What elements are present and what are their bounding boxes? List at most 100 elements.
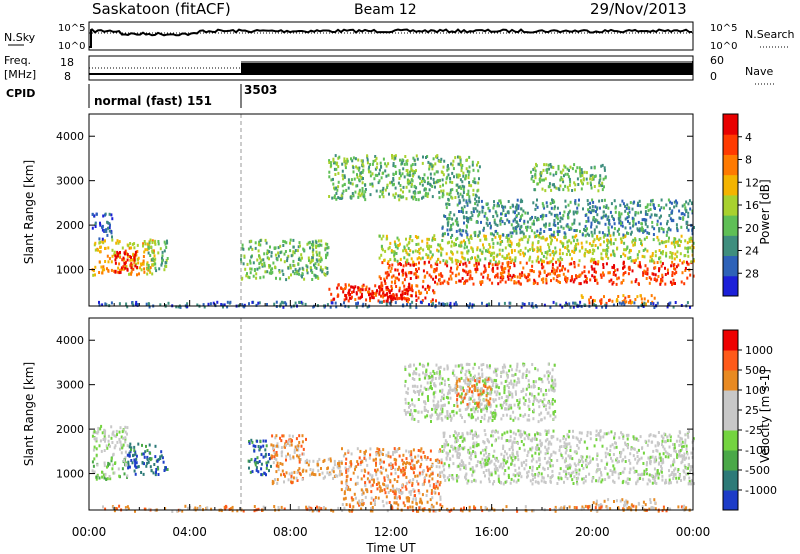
range-gate-cell	[592, 216, 595, 220]
range-gate-cell	[539, 215, 542, 218]
range-gate-cell	[687, 215, 690, 219]
range-gate-cell	[470, 217, 473, 221]
range-gate-cell	[95, 475, 98, 479]
range-gate-cell	[402, 453, 405, 457]
range-gate-cell	[605, 447, 608, 451]
colorbar-tick-label: 24	[745, 245, 759, 258]
range-gate-cell	[612, 303, 615, 307]
range-gate-cell	[374, 159, 377, 162]
range-gate-cell	[91, 212, 94, 216]
range-gate-cell	[642, 249, 645, 252]
range-gate-cell	[624, 235, 627, 239]
range-gate-cell	[440, 170, 443, 174]
range-gate-cell	[629, 226, 632, 230]
range-gate-cell	[157, 473, 160, 476]
range-gate-cell	[408, 173, 411, 177]
range-gate-cell	[333, 194, 336, 198]
range-gate-cell	[365, 285, 368, 289]
range-gate-cell	[378, 448, 381, 452]
range-gate-cell	[659, 222, 662, 226]
range-gate-cell	[686, 276, 689, 280]
range-gate-cell	[652, 434, 655, 438]
range-gate-cell	[441, 281, 444, 285]
range-gate-cell	[257, 301, 260, 305]
range-gate-cell	[256, 456, 259, 460]
range-gate-cell	[511, 258, 514, 262]
range-gate-cell	[635, 258, 637, 262]
range-gate-cell	[596, 206, 599, 210]
range-gate-cell	[573, 265, 576, 269]
range-gate-cell	[144, 248, 147, 252]
range-gate-cell	[461, 164, 464, 167]
range-gate-cell	[488, 477, 490, 481]
range-gate-cell	[478, 212, 481, 216]
range-gate-cell	[451, 252, 454, 256]
range-gate-cell	[661, 241, 664, 245]
range-gate-cell	[104, 472, 107, 476]
range-gate-cell	[374, 499, 376, 503]
range-gate-cell	[526, 279, 529, 283]
range-gate-cell	[570, 241, 573, 245]
range-gate-cell	[613, 222, 616, 226]
range-gate-cell	[404, 261, 407, 265]
range-gate-cell	[263, 261, 266, 265]
range-gate-cell	[486, 202, 489, 206]
range-gate-cell	[167, 301, 170, 305]
range-gate-cell	[605, 248, 608, 252]
range-gate-cell	[374, 468, 377, 472]
range-gate-cell	[581, 171, 584, 175]
range-gate-cell	[461, 194, 464, 198]
range-gate-cell	[580, 179, 583, 183]
range-gate-cell	[440, 253, 443, 257]
range-gate-cell	[302, 452, 305, 456]
range-gate-cell	[399, 158, 401, 162]
range-gate-cell	[494, 471, 497, 475]
range-gate-cell	[560, 176, 563, 180]
range-gate-cell	[622, 436, 625, 440]
range-gate-cell	[390, 249, 393, 253]
range-gate-cell	[610, 238, 612, 242]
range-gate-cell	[519, 276, 522, 280]
range-gate-cell	[399, 496, 401, 500]
range-gate-cell	[101, 268, 104, 272]
range-gate-cell	[670, 201, 673, 205]
range-gate-cell	[502, 268, 505, 272]
range-gate-cell	[416, 250, 419, 254]
range-gate-cell	[574, 199, 577, 203]
range-gate-cell	[424, 287, 427, 291]
range-gate-cell	[675, 476, 678, 480]
range-gate-cell	[354, 467, 356, 471]
range-gate-cell	[448, 213, 451, 217]
range-gate-cell	[427, 467, 430, 471]
range-gate-cell	[161, 250, 164, 254]
range-gate-cell	[376, 487, 379, 491]
range-gate-cell	[602, 214, 605, 218]
range-gate-cell	[555, 278, 558, 282]
range-gate-cell	[426, 271, 429, 275]
range-gate-cell	[402, 185, 405, 189]
freq-label-line1: Freq.	[4, 54, 31, 67]
range-gate-cell	[468, 241, 471, 245]
range-gate-cell	[457, 175, 460, 179]
range-gate-cell	[348, 291, 350, 295]
range-gate-cell	[409, 170, 411, 174]
range-gate-cell	[474, 207, 477, 211]
range-gate-cell	[311, 278, 314, 281]
range-gate-cell	[415, 269, 418, 273]
range-gate-cell	[265, 473, 267, 477]
range-gate-cell	[514, 259, 517, 263]
range-gate-cell	[649, 255, 652, 259]
range-gate-cell	[257, 445, 260, 448]
range-gate-cell	[644, 302, 647, 306]
range-gate-cell	[431, 253, 434, 257]
range-gate-cell	[378, 275, 381, 279]
range-gate-cell	[598, 184, 601, 188]
range-gate-cell	[391, 287, 393, 291]
range-gate-cell	[335, 161, 337, 165]
range-gate-cell	[396, 276, 399, 280]
range-gate-cell	[653, 277, 656, 281]
range-gate-cell	[479, 258, 482, 262]
range-gate-cell	[534, 280, 537, 284]
range-gate-cell	[536, 444, 539, 448]
range-gate-cell	[678, 216, 681, 220]
